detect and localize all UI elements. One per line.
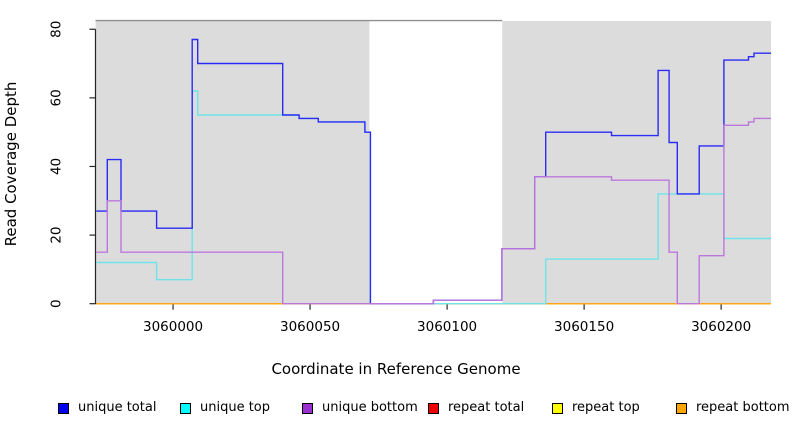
x-tick-label: 3060200 xyxy=(691,319,751,335)
legend-label: unique top xyxy=(200,400,271,415)
x-axis-title: Coordinate in Reference Genome xyxy=(271,360,521,378)
series-lines xyxy=(96,38,771,305)
legend: unique total unique top unique bottom repea… xyxy=(0,399,792,421)
legend-swatch-icon xyxy=(58,402,69,414)
y-tick-label: 60 xyxy=(49,89,65,106)
y-tick-label: 40 xyxy=(49,158,65,175)
legend-swatch-icon xyxy=(180,402,191,414)
legend-swatch-icon xyxy=(428,402,439,414)
legend-item-repeat-top: repeat top xyxy=(552,399,640,417)
x-tick-label: 3060100 xyxy=(417,319,477,335)
legend-item-unique-bottom: unique bottom xyxy=(302,399,418,417)
x-tick-label: 3060000 xyxy=(143,319,203,335)
legend-item-unique-total: unique total xyxy=(58,399,156,417)
legend-label: unique total xyxy=(78,400,157,415)
legend-label: repeat top xyxy=(572,400,640,415)
x-tick-label: 3060050 xyxy=(280,319,340,335)
legend-item-repeat-total: repeat total xyxy=(428,399,524,417)
y-tick-label: 20 xyxy=(49,226,65,243)
legend-swatch-icon xyxy=(302,402,313,414)
legend-item-repeat-bottom: repeat bottom xyxy=(676,399,790,417)
legend-item-unique-top: unique top xyxy=(180,399,270,417)
y-tick-label: 80 xyxy=(49,21,65,38)
shaded-region xyxy=(95,21,370,304)
shaded-regions xyxy=(95,21,771,304)
series-unique-bottom xyxy=(96,117,771,305)
y-tick-label: 0 xyxy=(49,299,65,308)
legend-label: repeat total xyxy=(448,400,525,415)
legend-swatch-icon xyxy=(552,402,563,414)
axes: 0 20 40 60 80 3060000 3060050 3060100 3060150 306… xyxy=(49,21,771,335)
x-tick-label: 3060150 xyxy=(554,319,614,335)
legend-label: repeat bottom xyxy=(696,400,790,415)
legend-label: unique bottom xyxy=(322,400,418,415)
legend-swatch-icon xyxy=(676,402,687,414)
y-axis-title: Read Coverage Depth xyxy=(2,81,20,247)
shaded-region xyxy=(502,21,771,304)
